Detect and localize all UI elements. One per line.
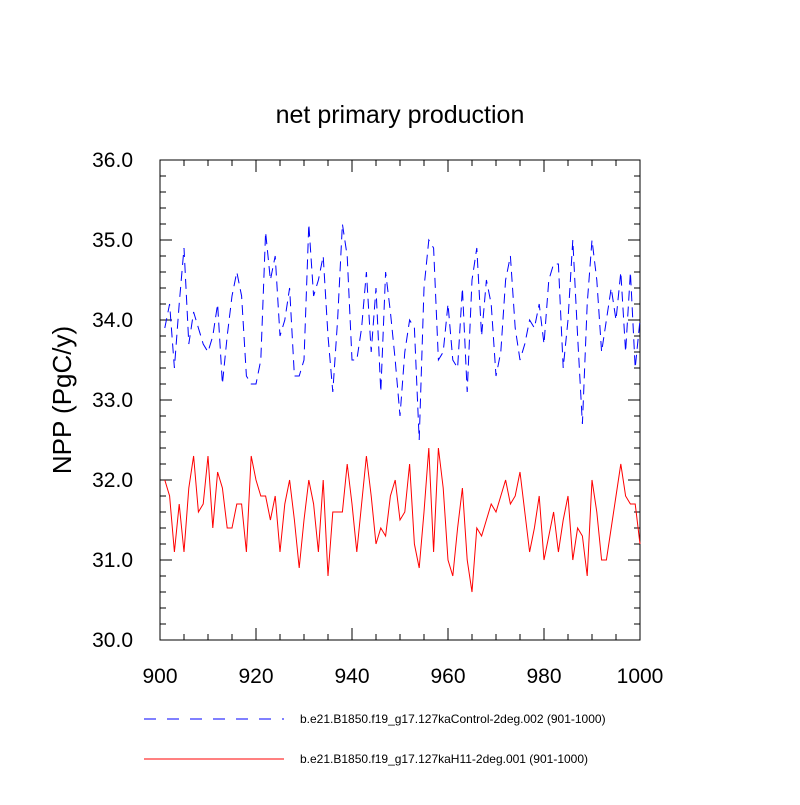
series-layer <box>164 223 641 593</box>
y-tick-label: 31.0 <box>92 549 133 572</box>
y-tick-label: 34.0 <box>92 309 133 332</box>
chart-title: net primary production <box>276 101 525 129</box>
y-axis-label: NPP (PgC/y) <box>47 326 77 474</box>
y-tick-label: 36.0 <box>92 149 133 172</box>
x-tick-label: 900 <box>142 665 177 688</box>
plot-frame <box>159 159 641 641</box>
ticks-layer: 900 920 940 960 980 1000 30.0 31.0 32.0 33.0 34.0 3… <box>92 149 663 688</box>
series-line-2 <box>164 447 641 593</box>
y-tick-label: 30.0 <box>92 629 133 652</box>
series-line-1 <box>164 223 641 441</box>
x-tick-label: 940 <box>334 665 369 688</box>
legend-label-1: b.e21.B1850.f19_g17.127kaControl-2deg.00… <box>300 712 606 726</box>
legend-label-2: b.e21.B1850.f19_g17.127kaH11-2deg.001 (9… <box>300 752 588 766</box>
y-tick-label: 35.0 <box>92 229 133 252</box>
x-tick-label: 920 <box>238 665 273 688</box>
x-tick-label: 980 <box>526 665 561 688</box>
x-tick-label: 1000 <box>617 665 664 688</box>
legend: b.e21.B1850.f19_g17.127kaControl-2deg.00… <box>144 712 606 766</box>
y-tick-label: 33.0 <box>92 389 133 412</box>
x-tick-label: 960 <box>430 665 465 688</box>
y-tick-label: 32.0 <box>92 469 133 492</box>
